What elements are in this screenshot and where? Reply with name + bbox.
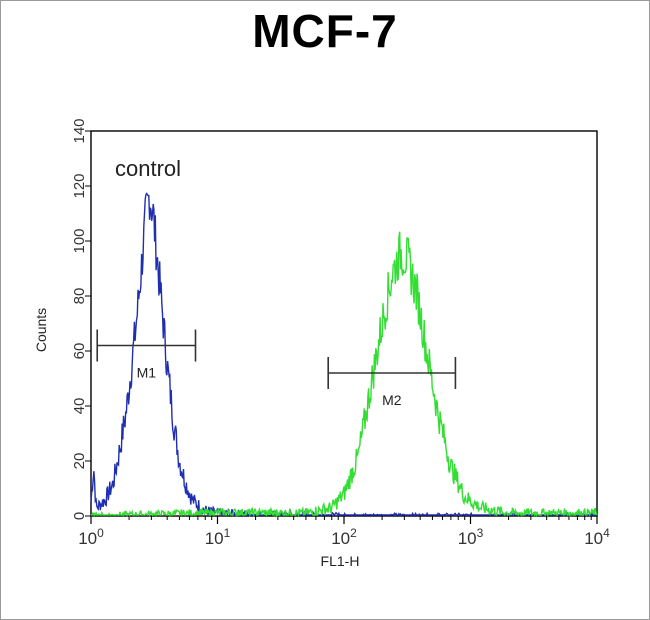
gate-m1: M1 bbox=[96, 329, 197, 381]
x-tick-label: 101 bbox=[205, 526, 231, 548]
plot-frame bbox=[90, 130, 598, 517]
gate-m2: M2 bbox=[327, 357, 457, 408]
y-tick-label: 40 bbox=[71, 398, 88, 415]
series-1-line bbox=[90, 192, 597, 518]
x-tick-label: 100 bbox=[78, 526, 104, 548]
y-tick-label: 0 bbox=[71, 512, 88, 520]
y-tick-label: 140 bbox=[71, 118, 88, 143]
y-tick-label: 60 bbox=[71, 343, 88, 360]
x-tick-label: 104 bbox=[584, 526, 610, 548]
y-tick-label: 80 bbox=[71, 288, 88, 305]
control-annotation: control bbox=[115, 156, 181, 181]
y-axis-label: Counts bbox=[33, 308, 49, 352]
y-tick-label: 20 bbox=[71, 453, 88, 470]
x-tick-label: 103 bbox=[458, 526, 484, 548]
markers-layer: M1 M2 bbox=[96, 329, 457, 408]
series-2-line bbox=[91, 231, 598, 518]
x-tick-label: 102 bbox=[331, 526, 357, 548]
axes: 0 20 40 60 80 100 120 140 100 101 102 103 104 bbox=[71, 118, 610, 548]
y-tick-label: 100 bbox=[71, 228, 88, 253]
y-tick-label: 120 bbox=[71, 173, 88, 198]
x-axis-label: FL1-H bbox=[321, 553, 360, 569]
chart-title: MCF-7 bbox=[252, 5, 398, 57]
gate-label: M1 bbox=[137, 365, 157, 381]
series-layer bbox=[90, 192, 598, 518]
gate-label: M2 bbox=[382, 392, 402, 408]
